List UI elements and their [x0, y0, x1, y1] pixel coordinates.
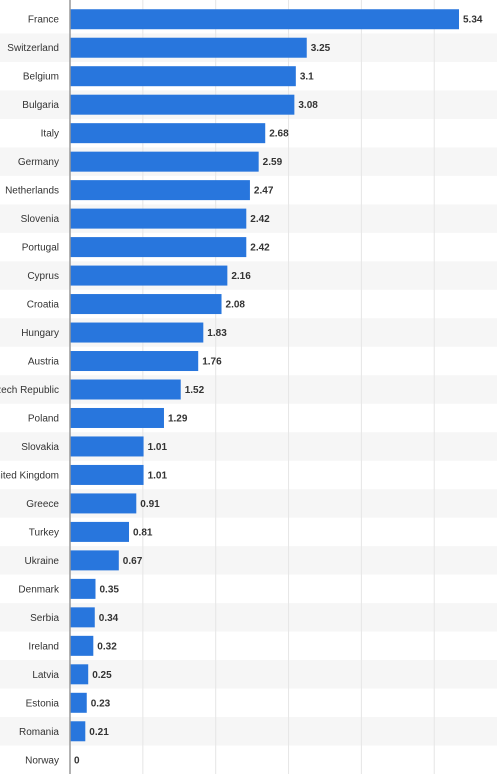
- bar-belgium[interactable]: [70, 66, 296, 87]
- value-label: 1.83: [207, 328, 227, 339]
- value-label: 0.34: [99, 613, 119, 624]
- bar-serbia[interactable]: [70, 607, 95, 628]
- value-label: 2.42: [250, 214, 270, 225]
- category-label: France: [28, 15, 60, 26]
- bar-latvia[interactable]: [70, 664, 89, 685]
- category-label: Norway: [25, 755, 59, 766]
- bar-slovenia[interactable]: [70, 208, 247, 229]
- value-label: 1.76: [202, 357, 222, 368]
- category-label: Germany: [18, 157, 59, 168]
- category-label: Italy: [41, 129, 59, 140]
- value-label: 2.59: [263, 157, 283, 168]
- bar-turkey[interactable]: [70, 521, 130, 542]
- category-label: Ireland: [28, 641, 59, 652]
- value-label: 2.47: [254, 186, 274, 197]
- value-label: 0.21: [89, 727, 109, 738]
- category-label: Greece: [26, 499, 59, 510]
- bar-portugal[interactable]: [70, 237, 247, 258]
- value-label: 0.35: [99, 584, 119, 595]
- category-labels: France Switzerland Belgium Bulgaria Italy Ger…: [0, 15, 60, 767]
- category-label: Czech Republic: [0, 385, 59, 396]
- bar-croatia[interactable]: [70, 294, 222, 315]
- bar-cyprus[interactable]: [70, 265, 228, 286]
- bar-hungary[interactable]: [70, 322, 204, 343]
- category-label: Romania: [19, 727, 59, 738]
- category-label: Hungary: [21, 328, 59, 339]
- bar-greece[interactable]: [70, 493, 137, 514]
- bar-bulgaria[interactable]: [70, 94, 295, 115]
- value-label: 3.1: [300, 72, 314, 83]
- value-label: 2.08: [226, 300, 246, 311]
- category-label: Cyprus: [27, 271, 59, 282]
- value-label: 0.91: [140, 499, 160, 510]
- bar-estonia[interactable]: [70, 692, 87, 713]
- bar-slovakia[interactable]: [70, 436, 144, 457]
- value-label: 1.01: [148, 470, 168, 481]
- bar-switzerland[interactable]: [70, 37, 307, 58]
- category-label: Netherlands: [5, 186, 59, 197]
- value-label: 2.42: [250, 243, 270, 254]
- bar-netherlands[interactable]: [70, 180, 250, 201]
- value-label: 0.32: [97, 641, 117, 652]
- value-label: 1.01: [148, 442, 168, 453]
- category-label: Portugal: [22, 243, 59, 254]
- category-label: Switzerland: [7, 43, 59, 54]
- value-label: 5.34: [463, 15, 483, 26]
- category-label: Ukraine: [25, 556, 60, 567]
- category-label: Latvia: [32, 670, 59, 681]
- category-label: Turkey: [29, 527, 59, 538]
- value-label: 0.81: [133, 527, 153, 538]
- category-label: Poland: [28, 413, 59, 424]
- category-label: Slovenia: [21, 214, 60, 225]
- bar-denmark[interactable]: [70, 578, 96, 599]
- bar-italy[interactable]: [70, 123, 266, 144]
- bar-germany[interactable]: [70, 151, 259, 172]
- category-label: United Kingdom: [0, 470, 59, 481]
- category-label: Estonia: [26, 698, 60, 709]
- bar-romania[interactable]: [70, 721, 86, 742]
- value-label: 3.25: [311, 43, 331, 54]
- bars: [70, 9, 459, 742]
- value-label: 1.52: [185, 385, 205, 396]
- bar-czech-republic[interactable]: [70, 379, 181, 400]
- category-label: Serbia: [30, 613, 59, 624]
- value-label: 0: [74, 755, 80, 766]
- category-label: Bulgaria: [22, 100, 59, 111]
- value-label: 2.16: [231, 271, 251, 282]
- category-label: Austria: [28, 357, 60, 368]
- category-label: Belgium: [23, 72, 59, 83]
- bar-poland[interactable]: [70, 407, 164, 428]
- value-label: 1.29: [168, 413, 188, 424]
- category-label: Denmark: [18, 584, 60, 595]
- bar-united-kingdom[interactable]: [70, 464, 144, 485]
- value-label: 3.08: [298, 100, 318, 111]
- bar-ukraine[interactable]: [70, 550, 119, 571]
- bar-austria[interactable]: [70, 351, 199, 372]
- category-label: Croatia: [27, 300, 60, 311]
- value-label: 2.68: [269, 129, 289, 140]
- value-label: 0.23: [91, 698, 111, 709]
- value-label: 0.25: [92, 670, 112, 681]
- value-label: 0.67: [123, 556, 143, 567]
- bar-france[interactable]: [70, 9, 459, 30]
- value-labels: 5.34 3.25 3.1 3.08 2.68 2.59 2.47 2.42 2.42 2.16 2…: [74, 15, 483, 767]
- category-label: Slovakia: [21, 442, 59, 453]
- bar-ireland[interactable]: [70, 635, 94, 656]
